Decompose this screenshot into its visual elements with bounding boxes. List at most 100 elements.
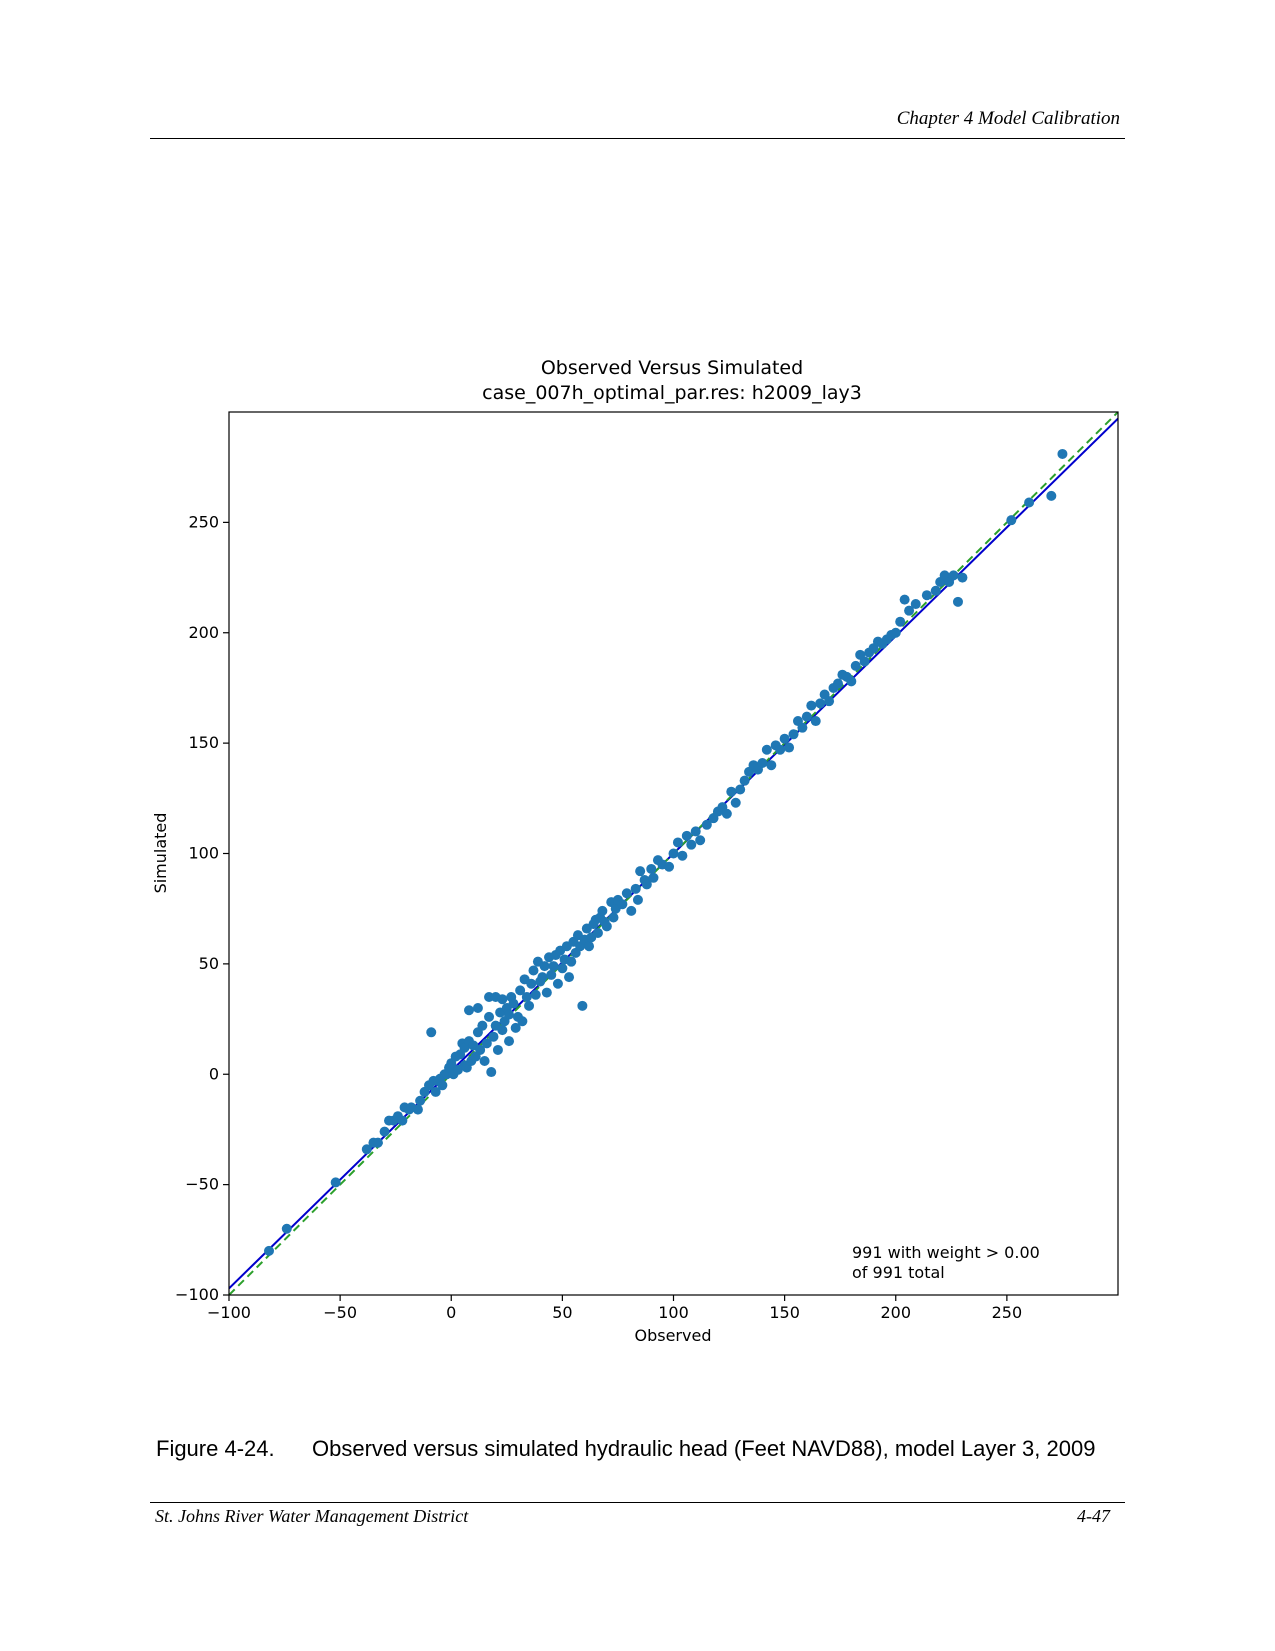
data-point — [910, 599, 921, 610]
data-point — [521, 991, 532, 1002]
data-point — [492, 1044, 503, 1055]
x-axis-ticks: −100 −50 0 50 100 150 200 250 — [207, 1295, 1022, 1322]
data-point — [721, 808, 732, 819]
data-point — [859, 656, 870, 667]
data-point — [530, 989, 541, 1000]
y-axis-label: Simulated — [151, 813, 170, 894]
data-point — [1046, 490, 1057, 501]
data-point — [479, 1056, 490, 1067]
figure-caption-text: Observed versus simulated hydraulic head… — [312, 1436, 1096, 1461]
data-point — [504, 1036, 515, 1047]
x-axis-label: Observed — [635, 1326, 712, 1345]
data-point — [904, 605, 915, 616]
chapter-header: Chapter 4 Model Calibration — [896, 108, 1120, 129]
data-point — [552, 978, 563, 989]
data-points — [264, 448, 1068, 1256]
data-point — [524, 1000, 535, 1011]
data-point — [379, 1126, 390, 1137]
data-point — [626, 905, 637, 916]
data-point — [510, 1022, 521, 1033]
data-point — [677, 850, 688, 861]
data-point — [957, 572, 968, 583]
data-point — [899, 594, 910, 605]
y-tick-label: 0 — [209, 1064, 219, 1083]
data-point — [846, 676, 857, 687]
data-point — [497, 1025, 508, 1036]
data-point — [757, 757, 768, 768]
data-point — [481, 1038, 492, 1049]
y-tick-label: 100 — [188, 844, 219, 863]
data-point — [701, 819, 712, 830]
data-point — [557, 963, 568, 974]
data-point — [681, 830, 692, 841]
data-point — [664, 861, 675, 872]
y-tick-label: 50 — [199, 954, 219, 973]
x-tick-label: 0 — [446, 1303, 456, 1322]
data-point — [766, 760, 777, 771]
data-point — [566, 956, 577, 967]
data-point — [515, 985, 526, 996]
annotation-line-2: of 991 total — [852, 1263, 945, 1282]
data-point — [632, 894, 643, 905]
data-point — [815, 698, 826, 709]
scatter-chart: Observed Versus Simulated case_007h_opti… — [151, 357, 1119, 1345]
data-point — [630, 883, 641, 894]
data-point — [621, 888, 632, 899]
data-point — [264, 1245, 275, 1256]
data-point — [412, 1104, 423, 1115]
chart-title: Observed Versus Simulated — [541, 357, 803, 379]
data-point — [472, 1003, 483, 1014]
annotation-line-1: 991 with weight > 0.00 — [852, 1243, 1040, 1262]
data-point — [806, 700, 817, 711]
data-point — [646, 863, 657, 874]
data-point — [281, 1223, 292, 1234]
data-point — [577, 1000, 588, 1011]
data-point — [775, 744, 786, 755]
data-point — [635, 866, 646, 877]
data-point — [1024, 497, 1035, 508]
data-point — [1057, 448, 1068, 459]
data-point — [528, 965, 539, 976]
data-point — [690, 826, 701, 837]
y-tick-label: −100 — [175, 1285, 219, 1304]
data-point — [779, 733, 790, 744]
data-point — [810, 716, 821, 727]
data-point — [517, 1016, 528, 1027]
data-point — [608, 912, 619, 923]
figure-number: Figure 4-24. — [156, 1436, 275, 1461]
data-point — [797, 722, 808, 733]
data-point — [504, 1009, 515, 1020]
data-point — [948, 570, 959, 581]
data-point — [890, 627, 901, 638]
data-point — [617, 899, 628, 910]
data-point — [739, 775, 750, 786]
data-point — [486, 1067, 497, 1078]
data-point — [824, 696, 835, 707]
header-rule — [150, 138, 1125, 139]
data-point — [426, 1027, 437, 1038]
y-tick-label: 250 — [188, 512, 219, 531]
page-number: 4-47 — [1077, 1506, 1110, 1526]
data-point — [761, 744, 772, 755]
data-point — [686, 839, 697, 850]
data-point — [546, 969, 557, 980]
data-point — [850, 660, 861, 671]
x-tick-label: 50 — [552, 1303, 572, 1322]
data-point — [592, 927, 603, 938]
data-point — [475, 1044, 486, 1055]
data-point — [430, 1086, 441, 1097]
data-point — [668, 848, 679, 859]
data-point — [784, 742, 795, 753]
data-point — [361, 1144, 372, 1155]
data-point — [601, 921, 612, 932]
x-tick-label: 250 — [992, 1303, 1023, 1322]
data-point — [372, 1137, 383, 1148]
data-point — [464, 1005, 475, 1016]
data-point — [726, 786, 737, 797]
data-point — [921, 590, 932, 601]
chart-subtitle: case_007h_optimal_par.res: h2009_lay3 — [482, 382, 862, 404]
data-point — [541, 987, 552, 998]
data-point — [484, 1011, 495, 1022]
data-point — [735, 784, 746, 795]
data-point — [648, 872, 659, 883]
